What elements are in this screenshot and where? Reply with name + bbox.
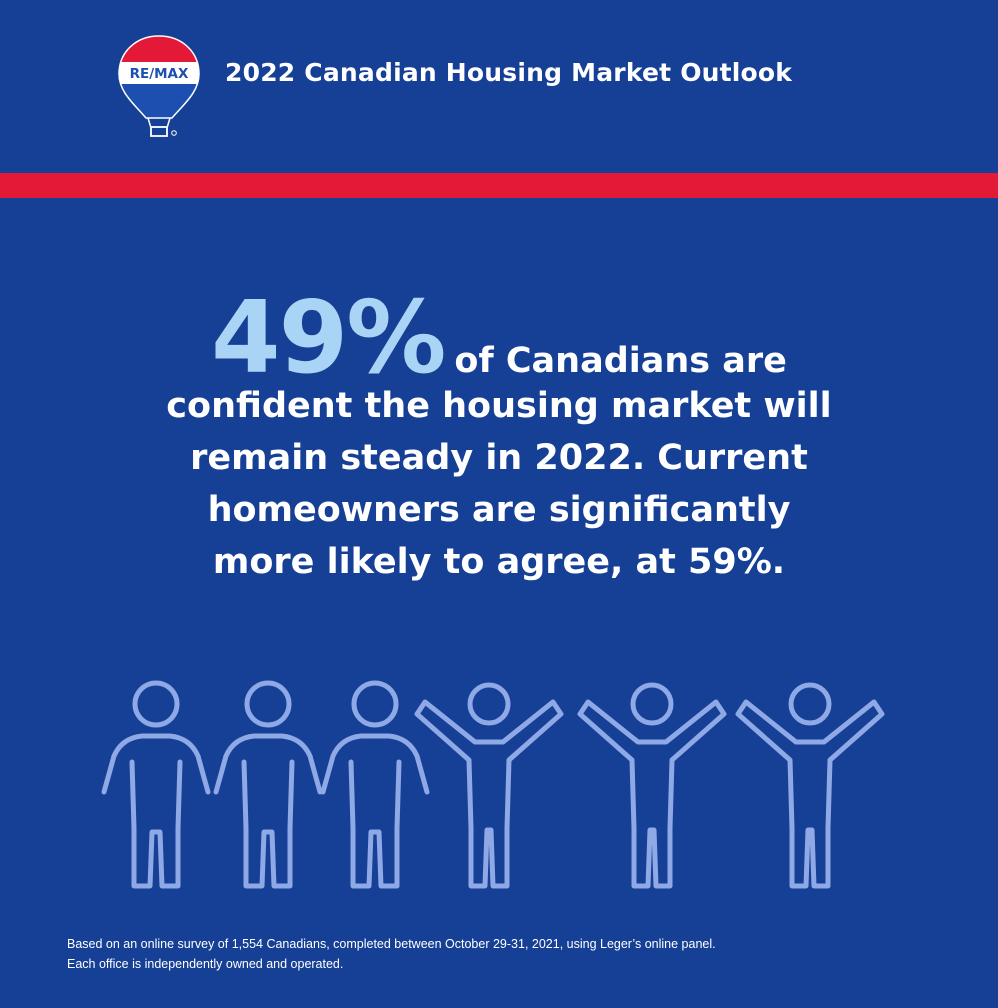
- person-standing-icon: [323, 683, 427, 886]
- person-arms-raised-icon: [738, 685, 882, 886]
- headline-line: confident the housing market will: [166, 386, 832, 426]
- person-arms-raised-icon: [417, 685, 561, 886]
- logo-text: RE/MAX: [130, 66, 189, 82]
- stat-value: 49%: [211, 279, 446, 396]
- footnote: Based on an online survey of 1,554 Canad…: [67, 934, 947, 974]
- headline-line: more likely to agree, at 59%.: [212, 542, 786, 582]
- header: RE/MAX 2022 Canadian Housing Market Outl…: [0, 0, 998, 172]
- stat-row: 49% of Canadians are: [60, 288, 938, 388]
- person-standing-icon: [104, 683, 208, 886]
- red-divider-stripe: [0, 173, 998, 198]
- person-standing-icon: [216, 683, 320, 886]
- headline-line: homeowners are significantly: [207, 490, 791, 530]
- stat-lead-text: of Canadians are: [454, 341, 787, 381]
- headline-body: confident the housing market will remain…: [60, 380, 938, 588]
- headline: 49% of Canadians are confident the housin…: [60, 288, 938, 588]
- people-figures: [100, 676, 900, 890]
- person-arms-raised-icon: [580, 685, 724, 886]
- footnote-disclaimer-line: Each office is independently owned and o…: [67, 957, 344, 971]
- page-title: 2022 Canadian Housing Market Outlook: [225, 58, 793, 87]
- headline-line: remain steady in 2022. Current: [190, 438, 808, 478]
- footnote-survey-line: Based on an online survey of 1,554 Canad…: [67, 937, 716, 951]
- remax-balloon-logo: RE/MAX: [118, 35, 200, 137]
